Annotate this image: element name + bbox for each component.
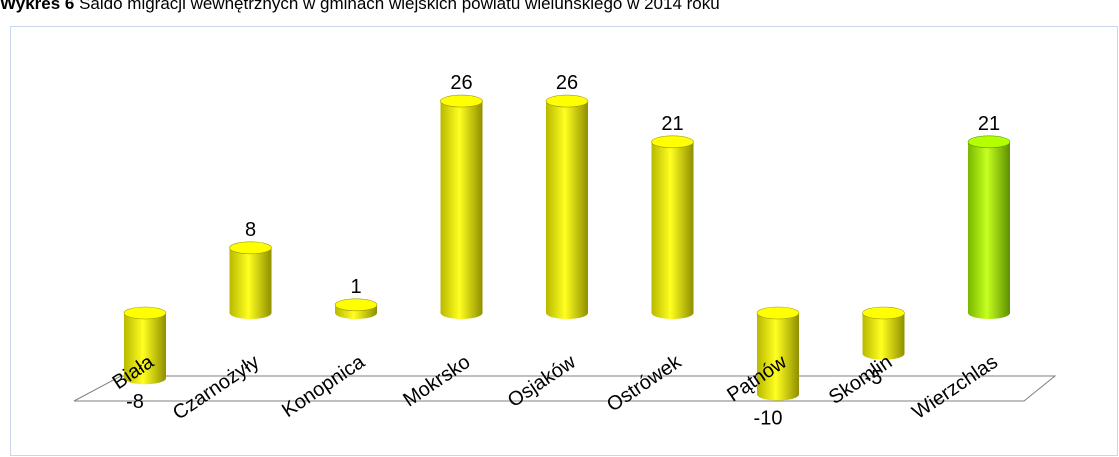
bar-body: [651, 141, 694, 319]
bar-top: [862, 306, 905, 320]
bar-body: [440, 101, 483, 319]
data-label: -10: [754, 408, 783, 430]
bar-skomlin: [862, 306, 905, 360]
bar-top: [334, 298, 378, 312]
bar-ostrówek: [651, 135, 694, 319]
chart-title: Wykres 6 Saldo migracji wewnętrznych w g…: [0, 0, 1119, 14]
bar-top: [229, 241, 272, 255]
bar-top: [545, 94, 589, 108]
bar-top: [651, 135, 694, 149]
chart-floor: [73, 375, 1057, 402]
bar-top: [756, 306, 800, 320]
bar-top: [967, 135, 1011, 149]
data-label: 26: [556, 72, 578, 94]
bar-konopnica: [334, 298, 378, 319]
bar-top: [440, 94, 483, 108]
bar-body: [862, 313, 905, 360]
data-label: 8: [245, 219, 256, 241]
bar-mokrsko: [440, 94, 483, 319]
bar-body: [968, 141, 1010, 319]
chart-title-text: Saldo migracji wewnętrznych w gminach wi…: [74, 0, 720, 13]
bar-chart: -8Biała8Czarnożyły1Konopnica26Mokrsko26O…: [73, 72, 1057, 430]
bar-top: [123, 306, 167, 320]
bar-osjaków: [545, 94, 589, 319]
bar-wierzchlas: [967, 135, 1011, 319]
data-label: -8: [126, 391, 144, 413]
bar-body: [229, 247, 272, 319]
chart-title-label: Wykres 6: [0, 0, 75, 13]
bar-body: [546, 101, 588, 319]
data-label: 26: [450, 72, 472, 94]
chart-frame: -8 Biała 8 Czarnożyły 1 Konopnica 26 Mokrsko 26 O…: [10, 26, 1118, 456]
data-label: 1: [350, 276, 361, 298]
data-label: -5: [865, 367, 883, 389]
bar-pątnów: [756, 306, 800, 401]
bar-body: [124, 313, 166, 385]
data-label: 21: [661, 113, 683, 135]
data-label: 21: [978, 113, 1000, 135]
bar-biała: [123, 306, 167, 385]
bar-czarnożyły: [229, 241, 272, 319]
bar-body: [757, 313, 799, 401]
